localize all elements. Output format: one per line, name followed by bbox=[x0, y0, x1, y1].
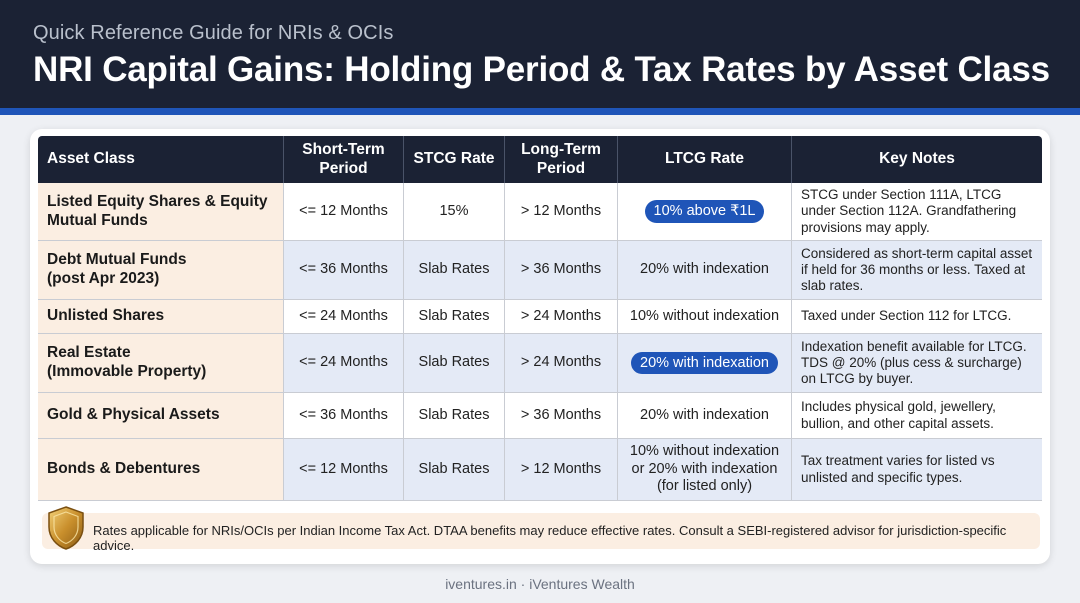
ltcg-cell: 20% with indexation bbox=[618, 241, 792, 300]
column-header-asset-class: Asset Class bbox=[38, 136, 284, 183]
stcg-cell: Slab Rates bbox=[404, 439, 505, 501]
column-header-key-notes: Key Notes bbox=[792, 136, 1042, 183]
accent-bar bbox=[0, 108, 1080, 115]
asset-class-cell: Real Estate (Immovable Property) bbox=[38, 334, 284, 393]
ltcg-highlight-badge: 10% above ₹1L bbox=[644, 200, 765, 223]
asset-class-cell: Gold & Physical Assets bbox=[38, 393, 284, 439]
long-term-cell: > 36 Months bbox=[505, 241, 618, 300]
short-term-cell: <= 12 Months bbox=[284, 439, 404, 501]
stcg-cell: 15% bbox=[404, 183, 505, 241]
page-subtitle: Quick Reference Guide for NRIs & OCIs bbox=[33, 22, 394, 44]
disclaimer-text: Rates applicable for NRIs/OCIs per India… bbox=[93, 523, 1007, 553]
asset-class-cell: Debt Mutual Funds (post Apr 2023) bbox=[38, 241, 284, 300]
column-header-short-term-period: Short-Term Period bbox=[284, 136, 404, 183]
key-notes-cell: Considered as short-term capital asset i… bbox=[792, 241, 1042, 300]
table-row-debt-mutual-funds: Debt Mutual Funds (post Apr 2023) <= 36 M… bbox=[38, 241, 1042, 300]
footer-credit: iventures.in · iVentures Wealth bbox=[445, 576, 635, 592]
header-banner: Quick Reference Guide for NRIs & OCIs NR… bbox=[0, 0, 1080, 108]
reference-card: Asset Class Short-Term Period STCG Rate L… bbox=[30, 129, 1050, 564]
table-row-listed-equity: Listed Equity Shares & Equity Mutual Fund… bbox=[38, 183, 1042, 241]
key-notes-cell: Taxed under Section 112 for LTCG. bbox=[792, 300, 1042, 334]
short-term-cell: <= 36 Months bbox=[284, 393, 404, 439]
key-notes-cell: Tax treatment varies for listed vs unlis… bbox=[792, 439, 1042, 501]
table-row-real-estate: Real Estate (Immovable Property) <= 24 Mo… bbox=[38, 334, 1042, 393]
table-row-bonds: Bonds & Debentures <= 12 Months Slab Rat… bbox=[38, 439, 1042, 501]
short-term-cell: <= 12 Months bbox=[284, 183, 404, 241]
asset-class-cell: Bonds & Debentures bbox=[38, 439, 284, 501]
long-term-cell: > 12 Months bbox=[505, 183, 618, 241]
stcg-cell: Slab Rates bbox=[404, 393, 505, 439]
table-header-row: Asset Class Short-Term Period STCG Rate L… bbox=[38, 136, 1042, 183]
ltcg-cell: 20% with indexation bbox=[618, 334, 792, 393]
ltcg-cell: 10% without indexation or 20% with indexa… bbox=[618, 439, 792, 501]
asset-class-cell: Unlisted Shares bbox=[38, 300, 284, 334]
table-row-unlisted-shares: Unlisted Shares <= 24 Months Slab Rates … bbox=[38, 300, 1042, 334]
key-notes-cell: STCG under Section 111A, LTCG under Sect… bbox=[792, 183, 1042, 241]
column-header-long-term-period: Long-Term Period bbox=[505, 136, 618, 183]
long-term-cell: > 12 Months bbox=[505, 439, 618, 501]
key-notes-cell: Includes physical gold, jewellery, bulli… bbox=[792, 393, 1042, 439]
stcg-cell: Slab Rates bbox=[404, 241, 505, 300]
long-term-cell: > 24 Months bbox=[505, 334, 618, 393]
ltcg-cell: 10% without indexation bbox=[618, 300, 792, 334]
stcg-cell: Slab Rates bbox=[404, 334, 505, 393]
key-notes-cell: Indexation benefit available for LTCG. T… bbox=[792, 334, 1042, 393]
long-term-cell: > 36 Months bbox=[505, 393, 618, 439]
column-header-ltcg-rate: LTCG Rate bbox=[618, 136, 792, 183]
ltcg-highlight-badge: 20% with indexation bbox=[631, 351, 778, 375]
ltcg-cell: 20% with indexation bbox=[618, 393, 792, 439]
ltcg-cell: 10% above ₹1L bbox=[618, 183, 792, 241]
long-term-cell: > 24 Months bbox=[505, 300, 618, 334]
asset-class-cell: Listed Equity Shares & Equity Mutual Fund… bbox=[38, 183, 284, 241]
page-title: NRI Capital Gains: Holding Period & Tax … bbox=[33, 50, 1050, 89]
shield-icon bbox=[48, 506, 84, 550]
column-header-stcg-rate: STCG Rate bbox=[404, 136, 505, 183]
short-term-cell: <= 24 Months bbox=[284, 300, 404, 334]
tax-rates-table: Asset Class Short-Term Period STCG Rate L… bbox=[38, 136, 1042, 501]
disclaimer-note: Rates applicable for NRIs/OCIs per India… bbox=[42, 506, 1040, 553]
table-row-gold: Gold & Physical Assets <= 36 Months Slab… bbox=[38, 393, 1042, 439]
short-term-cell: <= 24 Months bbox=[284, 334, 404, 393]
short-term-cell: <= 36 Months bbox=[284, 241, 404, 300]
stcg-cell: Slab Rates bbox=[404, 300, 505, 334]
